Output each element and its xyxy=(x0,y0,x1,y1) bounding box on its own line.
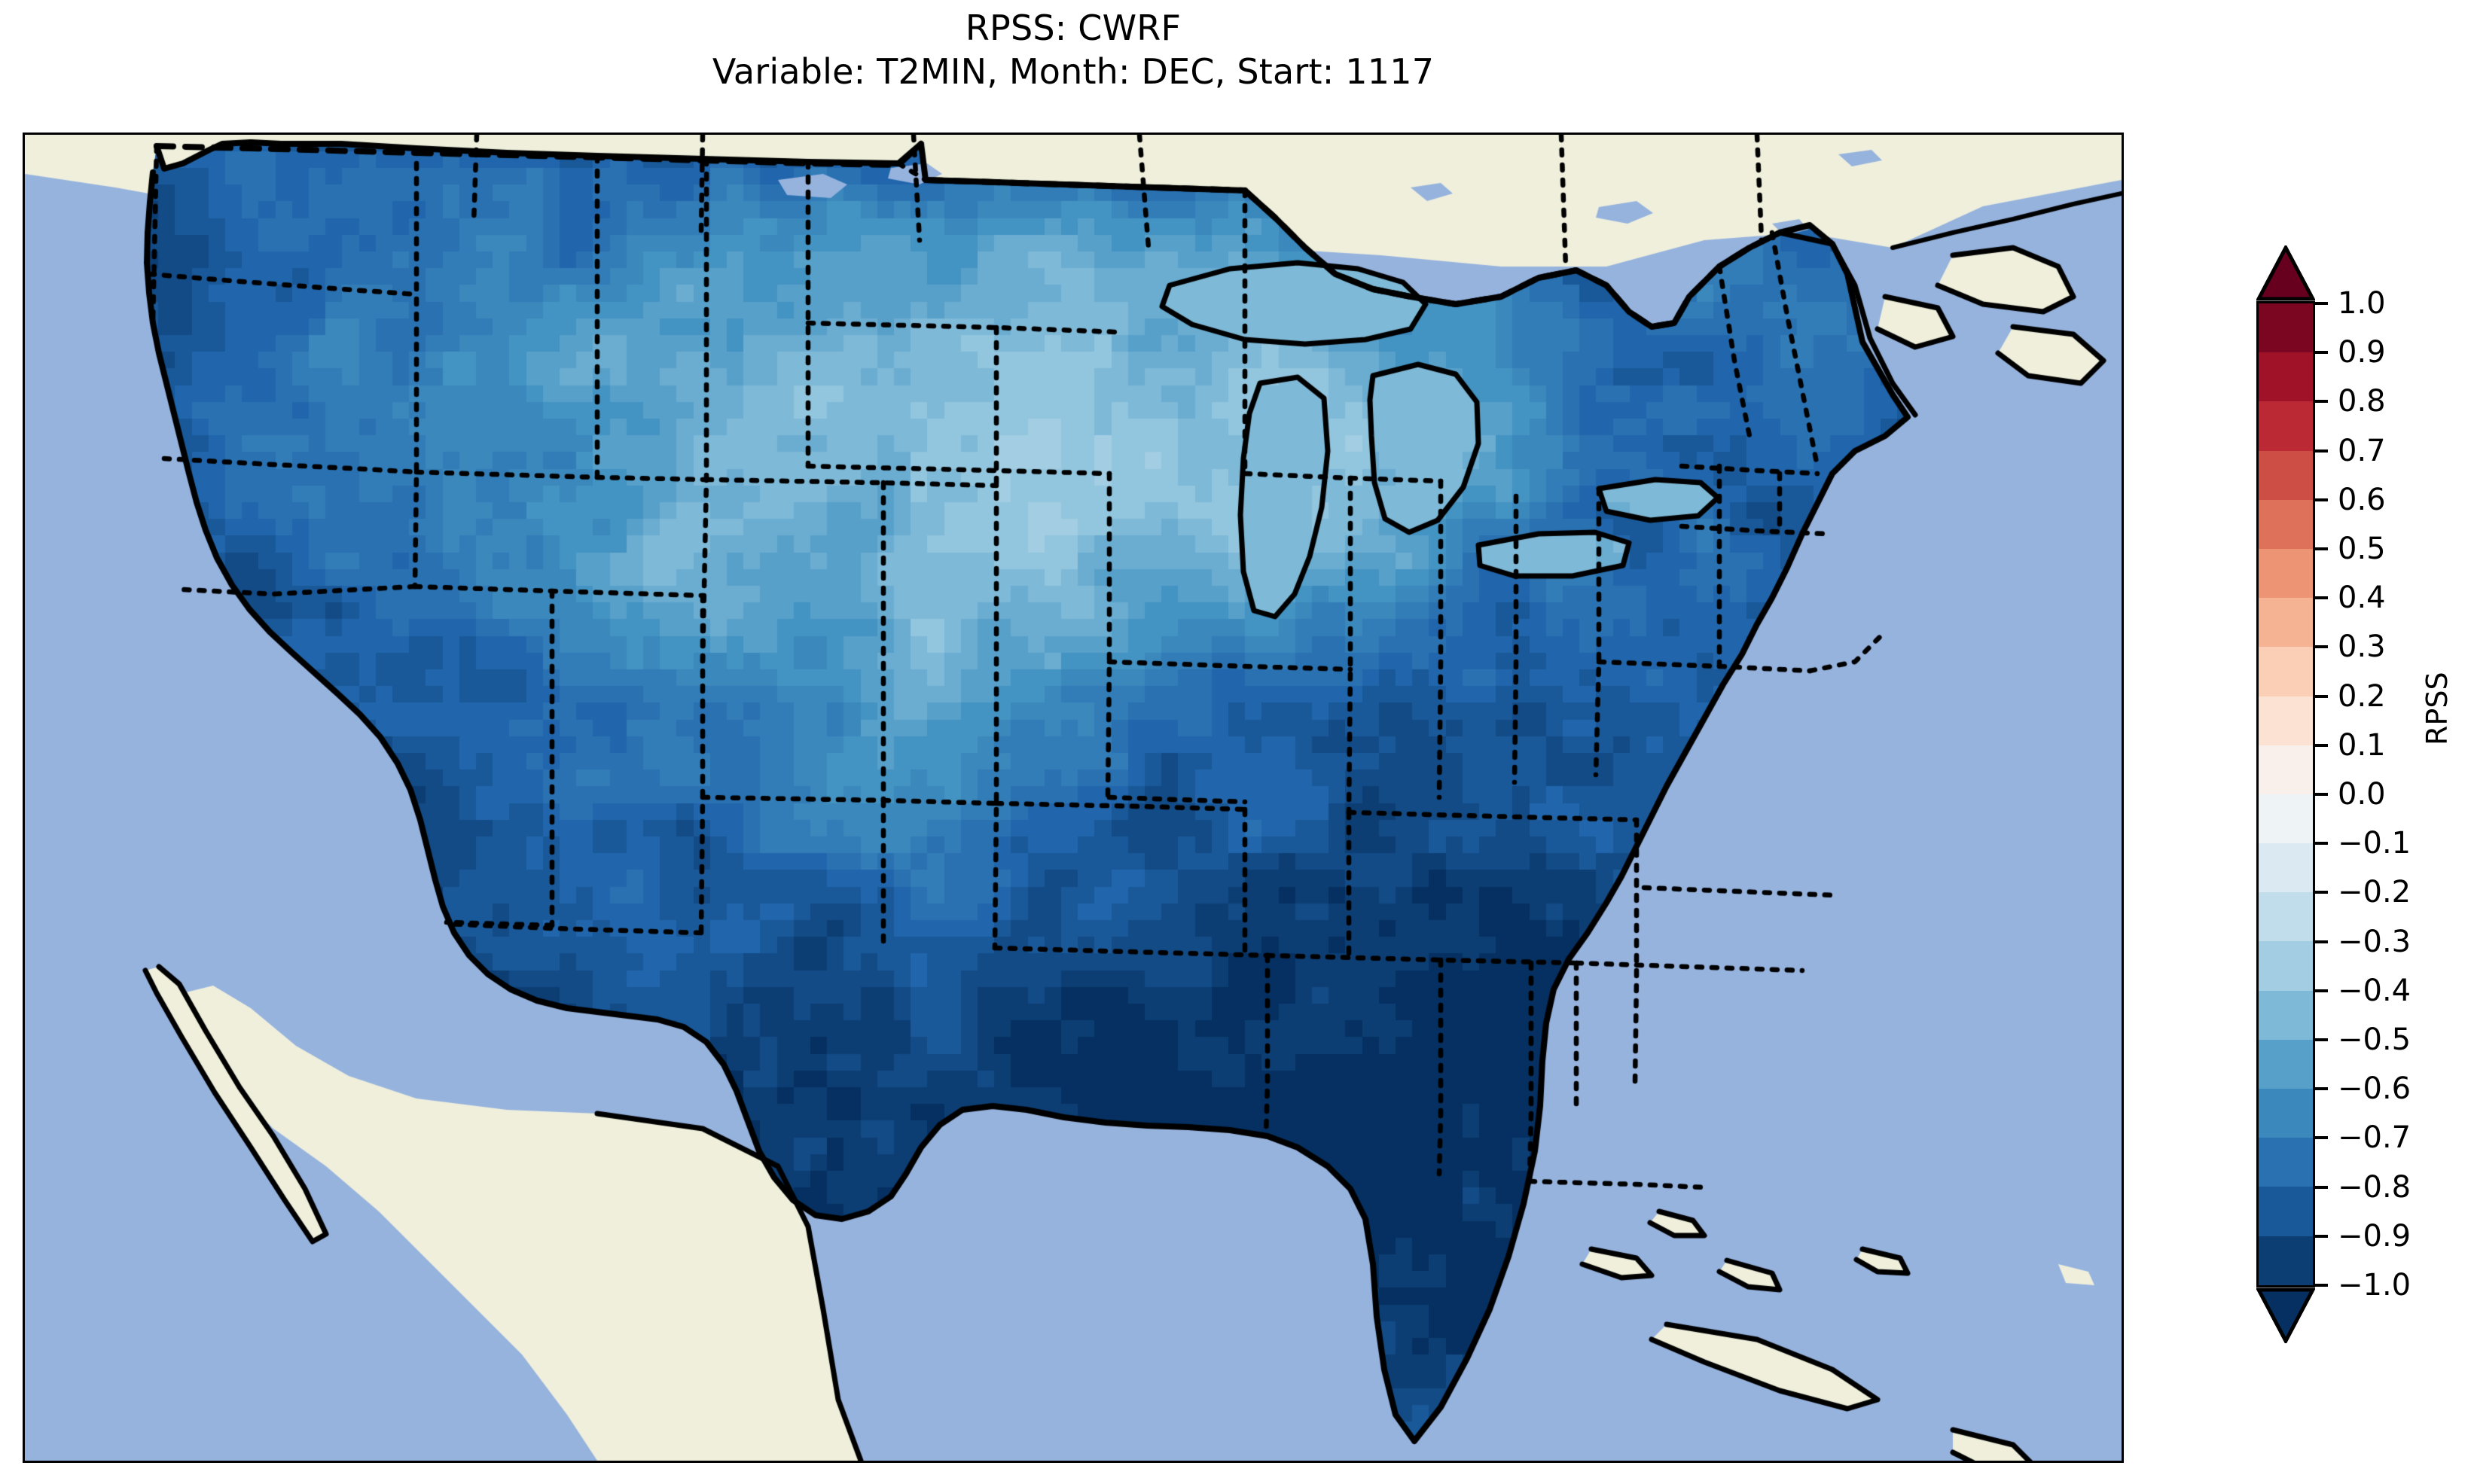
colorbar-tick-mark xyxy=(2315,1185,2328,1189)
colorbar-tick-text: 0.2 xyxy=(2338,678,2386,714)
colorbar-under-arrow xyxy=(2256,1287,2315,1343)
colorbar-tick-mark xyxy=(2315,547,2328,550)
map-plot-area xyxy=(23,133,2124,1463)
colorbar-segment xyxy=(2259,548,2313,599)
colorbar-segment xyxy=(2259,450,2313,500)
colorbar-segment xyxy=(2259,499,2313,549)
colorbar-tick-mark xyxy=(2315,1087,2328,1091)
colorbar-segment xyxy=(2259,745,2313,794)
colorbar-tick-mark xyxy=(2315,694,2328,698)
colorbar-gradient xyxy=(2256,301,2315,1287)
colorbar-tick-mark xyxy=(2315,891,2328,894)
colorbar-tick-text: 0.0 xyxy=(2338,777,2386,812)
colorbar-tick-mark xyxy=(2315,793,2328,796)
colorbar-tick-text: −0.9 xyxy=(2338,1218,2411,1254)
colorbar-tick-mark xyxy=(2315,645,2328,649)
colorbar: 1.0 0.9 0.8 0.7 0.6 0.5 0.4 0.3 0.2 0.1 0.0 −0.1 −0.… xyxy=(2250,226,2474,1385)
colorbar-tick-text: 0.4 xyxy=(2338,580,2386,616)
title-line-2: Variable: T2MIN, Month: DEC, Start: 1117 xyxy=(712,51,1435,92)
colorbar-segment xyxy=(2259,1138,2313,1187)
colorbar-tick-text: −0.4 xyxy=(2338,973,2411,1008)
colorbar-tick-text: 0.7 xyxy=(2338,433,2386,468)
colorbar-tick-text: −0.3 xyxy=(2338,924,2411,959)
colorbar-segment xyxy=(2259,1187,2313,1236)
title-line-1: RPSS: CWRF xyxy=(965,8,1182,48)
colorbar-tick-mark xyxy=(2315,351,2328,355)
colorbar-tick-mark xyxy=(2315,940,2328,943)
colorbar-segment xyxy=(2259,892,2313,942)
colorbar-tick-text: −0.1 xyxy=(2338,826,2411,861)
colorbar-tick-mark xyxy=(2315,596,2328,600)
colorbar-tick-mark xyxy=(2315,400,2328,404)
colorbar-segment xyxy=(2259,794,2313,844)
colorbar-tick-mark xyxy=(2315,449,2328,453)
colorbar-segment xyxy=(2259,990,2313,1040)
colorbar-tick-mark xyxy=(2315,989,2328,992)
colorbar-tick-mark xyxy=(2315,1234,2328,1238)
colorbar-segment xyxy=(2259,598,2313,648)
colorbar-segment xyxy=(2259,1236,2313,1285)
colorbar-tick-text: −0.2 xyxy=(2338,875,2411,910)
colorbar-tick-text: −0.8 xyxy=(2338,1169,2411,1205)
page-title: RPSS: CWRF Variable: T2MIN, Month: DEC, … xyxy=(0,6,2146,93)
colorbar-segment xyxy=(2259,843,2313,893)
colorbar-tick-text: 0.9 xyxy=(2338,335,2386,370)
rpss-heatmap-raster xyxy=(25,135,2122,1461)
colorbar-tick-mark xyxy=(2315,842,2328,846)
colorbar-tick-mark xyxy=(2315,1136,2328,1140)
colorbar-tick-mark xyxy=(2315,1038,2328,1041)
colorbar-tick-text: 0.8 xyxy=(2338,384,2386,419)
colorbar-segment xyxy=(2259,696,2313,745)
colorbar-segment xyxy=(2259,941,2313,991)
colorbar-tick-text: −0.5 xyxy=(2338,1022,2411,1057)
colorbar-segment xyxy=(2259,1089,2313,1138)
colorbar-segment xyxy=(2259,647,2313,696)
colorbar-segment xyxy=(2259,1039,2313,1089)
colorbar-tick-mark xyxy=(2315,302,2328,305)
colorbar-tick-mark xyxy=(2315,1284,2328,1287)
colorbar-segment xyxy=(2259,303,2313,353)
colorbar-tick-text: −0.7 xyxy=(2338,1120,2411,1156)
colorbar-tick-labels: 1.0 0.9 0.8 0.7 0.6 0.5 0.4 0.3 0.2 0.1 0.0 −0.1 −0.… xyxy=(2315,286,2473,1303)
colorbar-tick-text: −1.0 xyxy=(2338,1268,2411,1303)
colorbar-tick-text: 0.5 xyxy=(2338,532,2386,566)
colorbar-over-arrow xyxy=(2256,245,2315,301)
colorbar-axis-label: RPSS xyxy=(2421,672,2454,745)
colorbar-segment xyxy=(2259,401,2313,451)
colorbar-tick-text: 1.0 xyxy=(2338,286,2386,321)
colorbar-tick-text: 0.1 xyxy=(2338,727,2386,763)
colorbar-tick-mark xyxy=(2315,743,2328,747)
colorbar-tick-text: −0.6 xyxy=(2338,1071,2411,1107)
colorbar-tick-mark xyxy=(2315,498,2328,501)
colorbar-tick-text: 0.3 xyxy=(2338,629,2386,665)
colorbar-segment xyxy=(2259,352,2313,402)
colorbar-tick-text: 0.6 xyxy=(2338,482,2386,517)
